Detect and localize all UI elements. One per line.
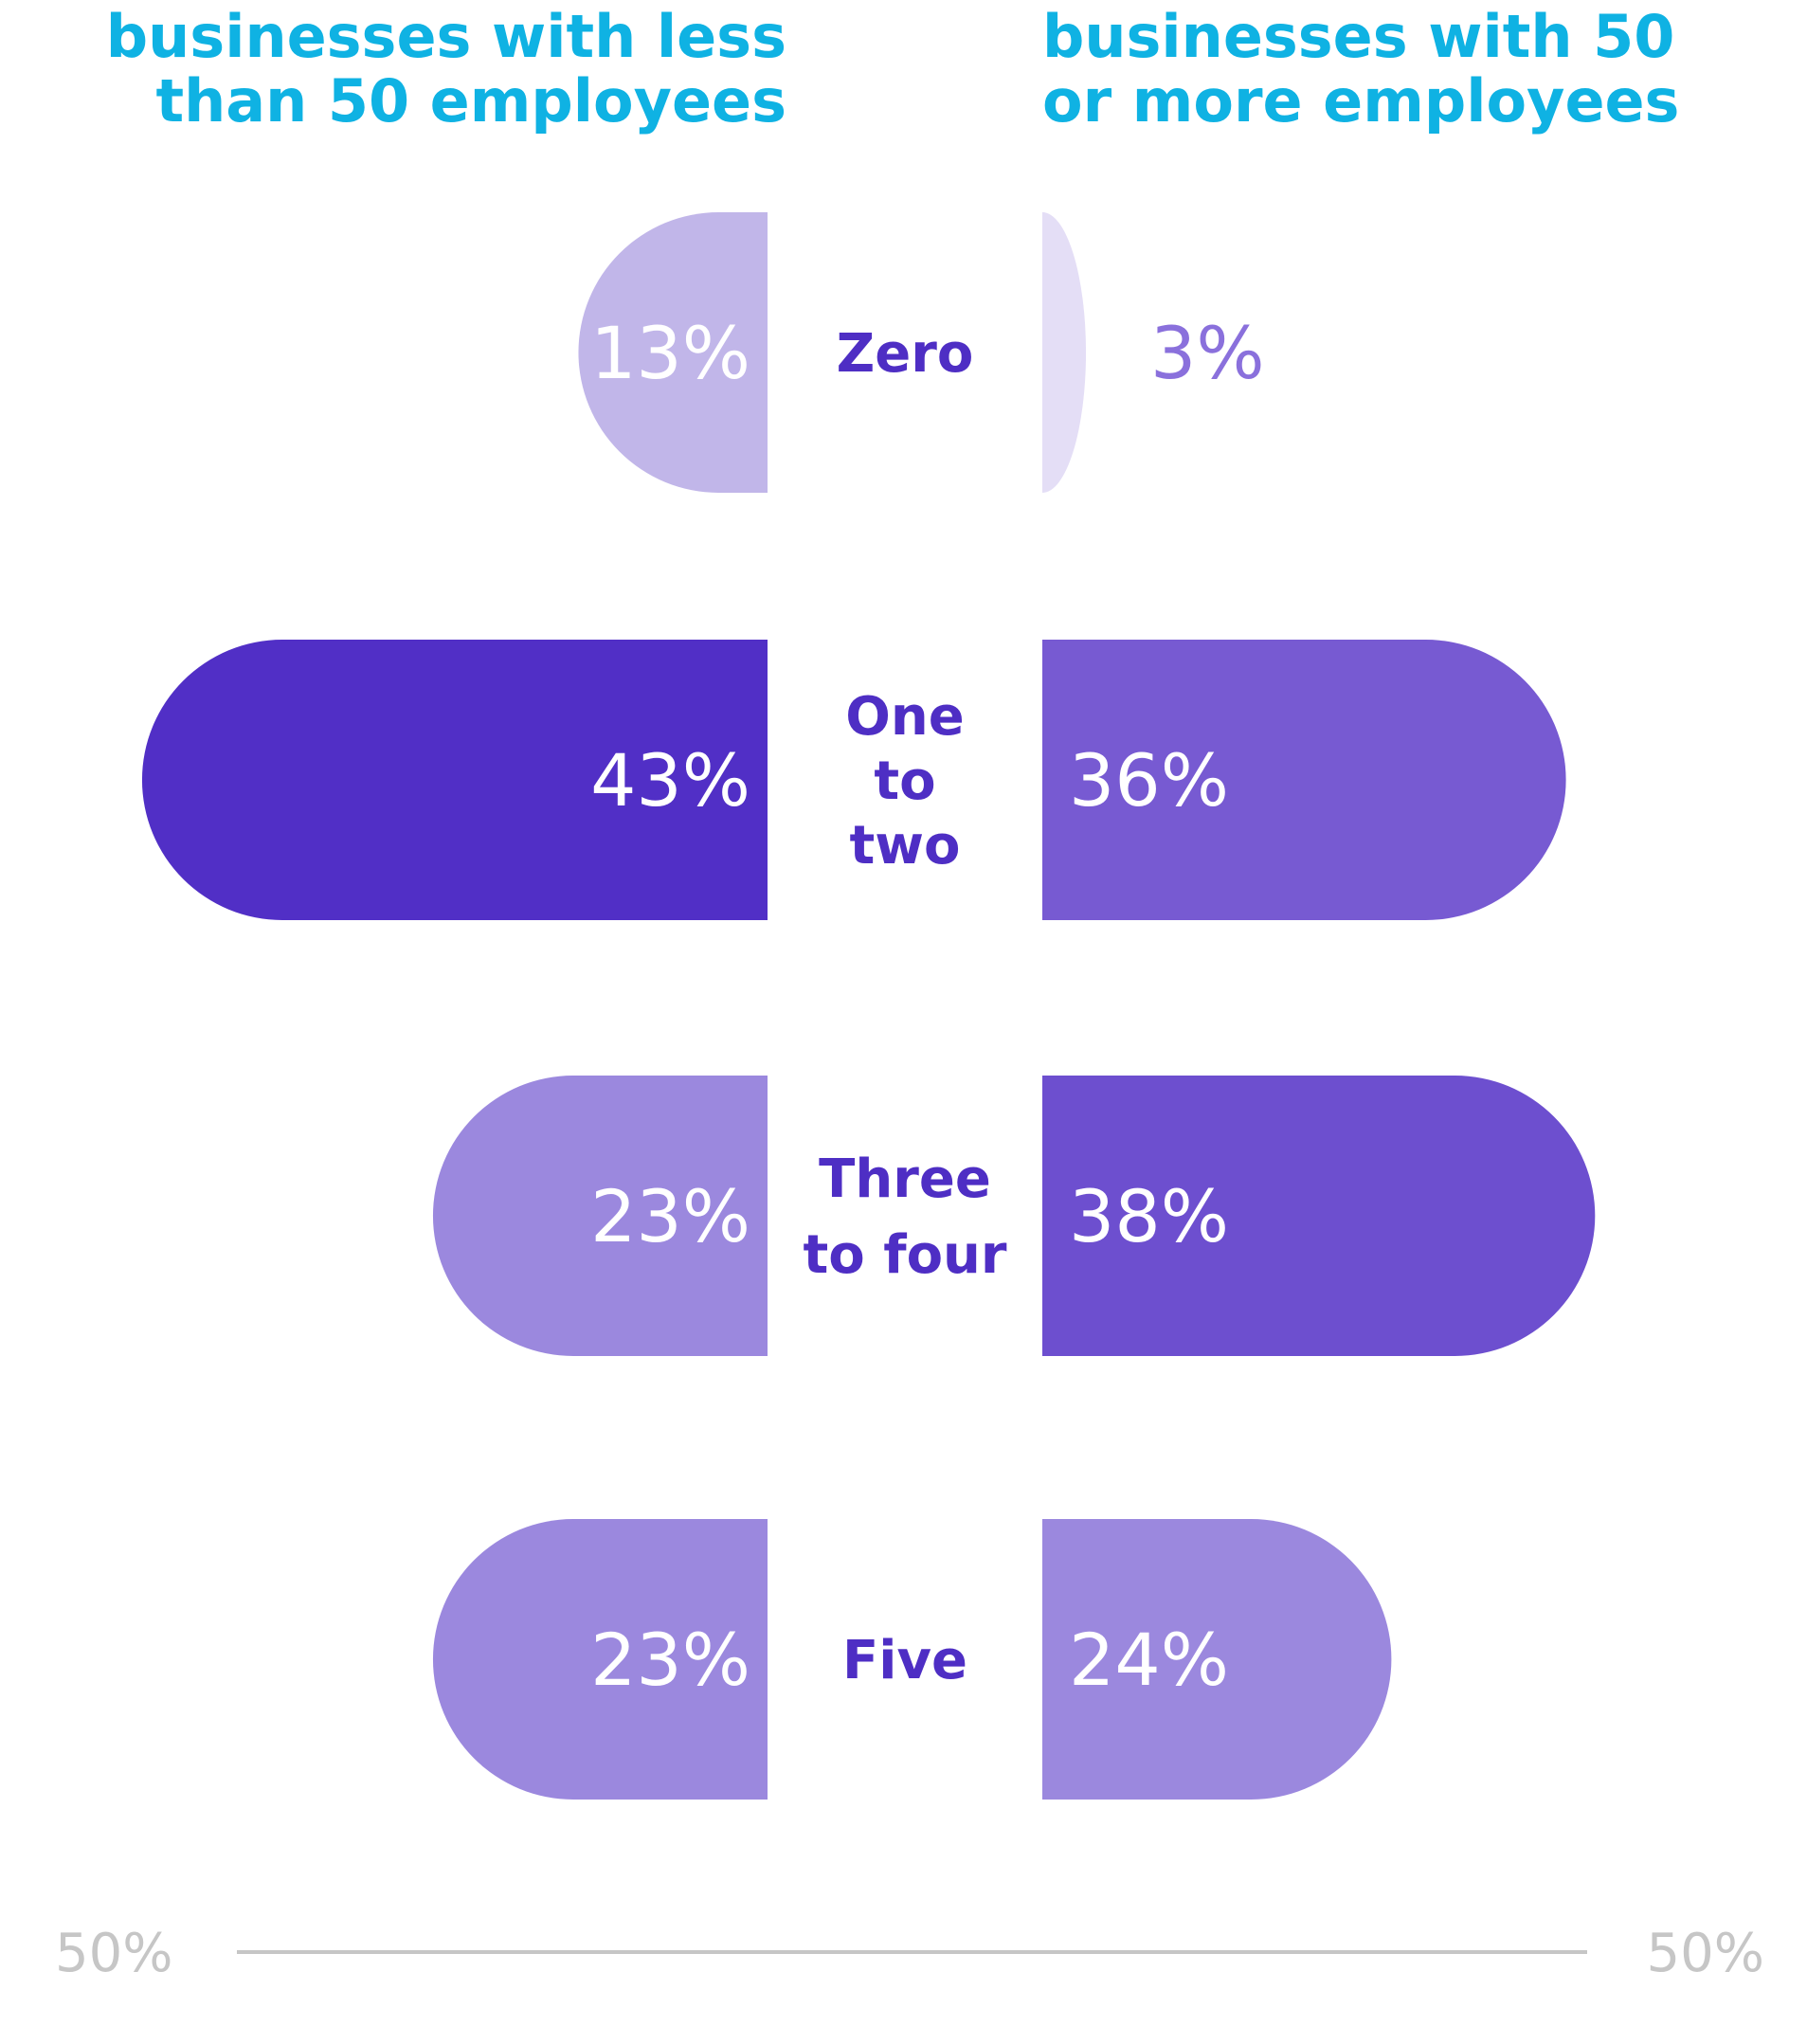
category-label-1: Zero — [837, 323, 974, 385]
value-label-right-2: 36% — [1069, 738, 1229, 823]
category-label-4: Five — [842, 1630, 967, 1691]
value-label-left-3: 23% — [590, 1174, 750, 1258]
axis-label-left: 50% — [55, 1923, 172, 1984]
bar-left-1 — [578, 212, 768, 493]
bar-right-3 — [1042, 1076, 1596, 1356]
bar-right-4 — [1042, 1519, 1392, 1800]
category-label-line: two — [850, 815, 961, 877]
value-label-right-4: 24% — [1069, 1618, 1229, 1702]
value-label-left-1: 13% — [590, 311, 750, 395]
category-label-line: Three — [819, 1149, 991, 1210]
series-title-left: businesses with less than 50 employees — [106, 2, 786, 136]
series-title-line: businesses with 50 — [1042, 2, 1674, 71]
value-label-right-3: 38% — [1069, 1174, 1229, 1258]
category-label-3: Three to four — [803, 1149, 1006, 1286]
series-title-line: than 50 employees — [155, 66, 786, 136]
category-label-line: Five — [842, 1630, 967, 1691]
value-label-right-1: 3% — [1150, 311, 1265, 395]
category-label-line: to — [874, 751, 935, 812]
bar-left-2 — [141, 640, 768, 920]
category-label-2: One to two — [845, 686, 964, 877]
bar-left-3 — [432, 1076, 768, 1356]
value-label-left-4: 23% — [590, 1618, 750, 1702]
category-label-line: to four — [803, 1224, 1006, 1286]
series-title-line: or more employees — [1042, 66, 1679, 136]
axis-label-right: 50% — [1647, 1923, 1764, 1984]
bar-left-4 — [432, 1519, 768, 1800]
series-title-line: businesses with less — [106, 2, 786, 71]
bar-right-1 — [1042, 212, 1087, 493]
bar-right-2 — [1042, 640, 1566, 920]
category-label-line: One — [845, 686, 964, 748]
series-title-right: businesses with 50 or more employees — [1042, 2, 1679, 136]
category-label-line: Zero — [837, 323, 974, 385]
value-label-left-2: 43% — [590, 738, 750, 823]
